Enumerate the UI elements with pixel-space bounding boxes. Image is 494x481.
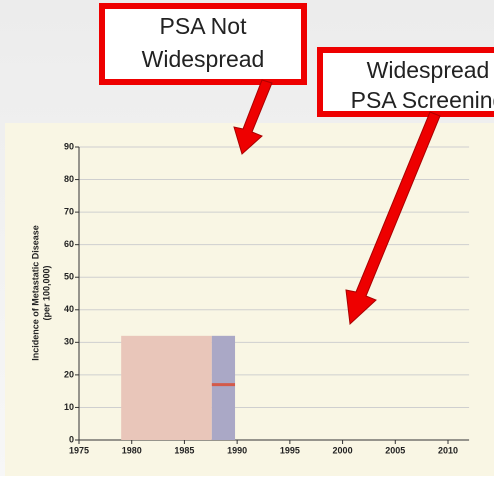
y-axis-label: (per 100,000)	[41, 265, 51, 320]
arrow	[233, 79, 273, 155]
y-tick-label: 80	[64, 174, 74, 184]
callout-text: PSA Screening	[351, 87, 494, 113]
callout-1: PSA Not Widespread	[99, 3, 307, 85]
callout-2: Widespread PSA Screening	[317, 47, 494, 117]
x-tick-label: 1975	[69, 445, 89, 455]
x-tick-label: 1995	[280, 445, 300, 455]
callout-box	[317, 47, 494, 117]
chart-panel	[5, 123, 494, 476]
y-tick-label: 30	[64, 337, 74, 347]
y-tick-label: 40	[64, 304, 74, 314]
y-tick-label: 90	[64, 141, 74, 151]
callout-text: Widespread	[367, 57, 490, 83]
y-tick-label: 50	[64, 272, 74, 282]
callout-box	[99, 3, 307, 85]
plot: 0 10 20 30 40 50 60 70 80 90 1975 1980 1985 1990 1995 2…	[30, 141, 470, 455]
y-tick-label: 20	[64, 369, 74, 379]
region	[121, 335, 212, 440]
callout-text: Widespread	[142, 46, 265, 72]
arrow	[345, 111, 441, 326]
x-tick-label: 2005	[385, 445, 405, 455]
y-tick-label: 60	[64, 239, 74, 249]
y-tick-label: 70	[64, 206, 74, 216]
x-tick-label: 1980	[122, 445, 142, 455]
y-tick-label: 0	[69, 434, 74, 444]
x-tick-label: 2000	[333, 445, 353, 455]
y-axis-label: Incidence of Metastatic Disease	[30, 225, 40, 361]
x-tick-label: 1985	[174, 445, 194, 455]
region	[211, 335, 236, 440]
callout-text: PSA Not	[160, 13, 248, 39]
y-tick-label: 10	[64, 402, 74, 412]
arrows	[233, 79, 441, 326]
x-tick-label: 2010	[438, 445, 458, 455]
x-tick-label: 1990	[227, 445, 247, 455]
